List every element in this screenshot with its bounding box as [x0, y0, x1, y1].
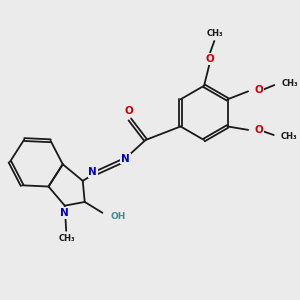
Text: N: N	[60, 208, 69, 218]
Text: N: N	[121, 154, 130, 164]
Text: CH₃: CH₃	[207, 29, 223, 38]
Text: CH₃: CH₃	[281, 132, 298, 141]
Text: N: N	[88, 167, 97, 177]
Text: O: O	[124, 106, 133, 116]
Text: CH₃: CH₃	[282, 79, 298, 88]
Text: O: O	[254, 125, 263, 135]
Text: OH: OH	[110, 212, 126, 221]
Text: O: O	[254, 85, 263, 95]
Text: O: O	[206, 54, 214, 64]
Text: CH₃: CH₃	[58, 234, 75, 243]
